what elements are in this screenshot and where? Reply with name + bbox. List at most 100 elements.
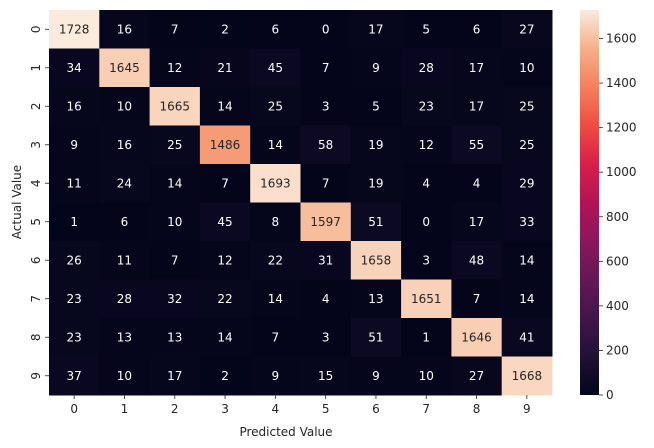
heatmap-cell <box>451 241 503 280</box>
heatmap-cell <box>250 241 301 280</box>
cell-value-label: 23 <box>419 99 434 113</box>
colorbar-tick-label: 400 <box>606 299 629 313</box>
cell-value-label: 26 <box>67 253 82 267</box>
cell-value-label: 0 <box>422 215 430 229</box>
cell-value-label: 58 <box>318 138 333 152</box>
cell-value-label: 13 <box>368 292 383 306</box>
cell-value-label: 19 <box>368 138 383 152</box>
cell-value-label: 16 <box>67 99 82 113</box>
cell-value-label: 17 <box>469 61 484 75</box>
cell-value-label: 45 <box>268 61 283 75</box>
x-axis-label: Predicted Value <box>239 425 332 439</box>
heatmap-cell <box>99 356 151 396</box>
cell-value-label: 19 <box>368 176 383 190</box>
colorbar-tick-label: 600 <box>606 254 629 268</box>
cell-value-label: 10 <box>117 99 132 113</box>
y-tick-label: 8 <box>29 333 43 341</box>
heatmap-cell <box>300 356 352 396</box>
cell-value-label: 7 <box>221 176 229 190</box>
heatmap-cell <box>350 48 402 88</box>
cell-value-label: 1646 <box>461 330 492 344</box>
cell-value-label: 9 <box>70 138 78 152</box>
cell-value-label: 14 <box>519 292 534 306</box>
cell-value-label: 17 <box>469 99 484 113</box>
cell-value-label: 7 <box>171 253 179 267</box>
colorbar-tick-label: 1600 <box>606 32 637 46</box>
heatmap-cell <box>300 164 352 203</box>
heatmap-cell <box>250 10 301 49</box>
cell-value-label: 9 <box>372 369 380 383</box>
cell-value-label: 12 <box>419 138 434 152</box>
heatmap-cell <box>451 164 503 203</box>
cell-value-label: 7 <box>272 330 280 344</box>
cell-value-label: 2 <box>221 369 229 383</box>
cell-value-label: 4 <box>322 292 330 306</box>
cell-value-label: 29 <box>519 176 534 190</box>
cell-value-label: 1 <box>70 215 78 229</box>
heatmap-cell <box>199 241 251 280</box>
cell-value-label: 27 <box>519 22 534 36</box>
heatmap-cell <box>250 202 301 242</box>
heatmap-cell <box>250 164 301 203</box>
heatmap-cell <box>99 164 151 203</box>
cell-value-label: 6 <box>473 22 481 36</box>
cell-value-label: 24 <box>117 176 132 190</box>
heatmap-cell <box>49 356 100 396</box>
heatmap-cell <box>501 202 553 242</box>
heatmap-cell <box>350 10 402 49</box>
cell-value-label: 28 <box>419 61 434 75</box>
cell-value-label: 12 <box>217 253 232 267</box>
cell-value-label: 55 <box>469 138 484 152</box>
heatmap-cell <box>451 48 503 88</box>
cell-value-label: 7 <box>322 61 330 75</box>
heatmap-cell <box>501 10 553 49</box>
cell-value-label: 1597 <box>310 215 341 229</box>
heatmap-cell <box>199 48 251 88</box>
cell-value-label: 3 <box>322 330 330 344</box>
heatmap-cell <box>199 87 251 126</box>
cell-value-label: 7 <box>171 22 179 36</box>
y-tick-label: 4 <box>29 179 43 187</box>
cell-value-label: 41 <box>519 330 534 344</box>
cell-value-label: 14 <box>268 138 283 152</box>
heatmap-cell <box>99 48 151 88</box>
heatmap-cell <box>250 318 301 357</box>
cell-value-label: 0 <box>322 22 330 36</box>
heatmap-cell <box>300 241 352 280</box>
heatmap-cell <box>149 279 201 319</box>
heatmap-cell <box>300 279 352 319</box>
cell-value-label: 10 <box>117 369 132 383</box>
cell-value-label: 5 <box>422 22 430 36</box>
cell-value-label: 7 <box>322 176 330 190</box>
cell-value-label: 45 <box>217 215 232 229</box>
heatmap-cell <box>49 279 100 319</box>
cell-value-label: 32 <box>167 292 182 306</box>
cell-value-label: 25 <box>519 138 534 152</box>
colorbar-tick-label: 1200 <box>606 121 637 135</box>
cell-value-label: 16 <box>117 22 132 36</box>
heatmap-cell <box>49 318 100 357</box>
cell-value-label: 6 <box>121 215 129 229</box>
heatmap-cell <box>350 241 402 280</box>
cell-value-label: 12 <box>167 61 182 75</box>
cell-value-label: 2 <box>221 22 229 36</box>
heatmap-cell <box>401 10 452 49</box>
heatmap-cell <box>401 202 452 242</box>
heatmap-cell <box>300 10 352 49</box>
heatmap-cell <box>451 87 503 126</box>
heatmap-cell <box>501 356 553 396</box>
x-tick-label: 0 <box>70 402 78 416</box>
heatmap-cell <box>401 164 452 203</box>
cell-value-label: 1658 <box>361 253 392 267</box>
y-tick-label: 3 <box>29 141 43 149</box>
x-tick-label: 3 <box>221 402 229 416</box>
cell-value-label: 9 <box>372 61 380 75</box>
y-tick-label: 6 <box>29 256 43 264</box>
colorbar-tick-label: 1000 <box>606 165 637 179</box>
heatmap-cell <box>99 279 151 319</box>
cell-value-label: 3 <box>422 253 430 267</box>
heatmap-cell <box>300 318 352 357</box>
heatmap-cell <box>300 87 352 126</box>
heatmap-cell <box>401 125 452 165</box>
